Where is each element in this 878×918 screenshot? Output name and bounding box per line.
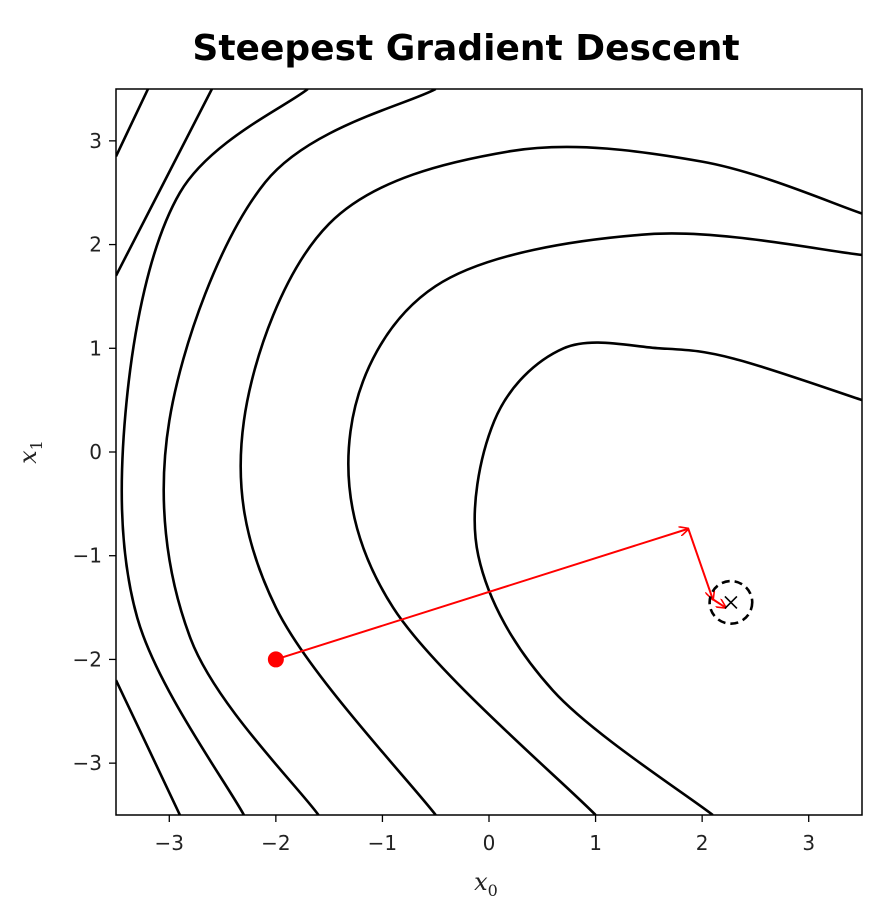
contour-line-2 xyxy=(346,232,862,815)
y-tick-label: 0 xyxy=(89,440,102,464)
chart-title: Steepest Gradient Descent xyxy=(192,28,739,69)
descent-step-arrow-3 xyxy=(712,598,726,607)
contour-line-5 xyxy=(120,89,309,815)
minimum-circle xyxy=(708,579,754,626)
x-tick-label: −1 xyxy=(368,831,397,855)
contour-line-3 xyxy=(239,145,862,815)
y-tick-label: 2 xyxy=(89,233,102,257)
descent-step-arrow-2 xyxy=(687,528,713,600)
contour-line-4 xyxy=(162,89,437,815)
y-tick-label: −2 xyxy=(73,647,102,671)
x-tick-label: 3 xyxy=(802,831,815,855)
x-tick-label: −2 xyxy=(261,831,290,855)
descent-path xyxy=(267,528,726,668)
contour-lines xyxy=(116,89,862,815)
y-axis-ticks: −3 −2 −1 0 1 2 3 xyxy=(73,129,116,775)
minimum-x-marker xyxy=(724,595,738,609)
start-point xyxy=(267,651,284,668)
descent-step-arrow-1 xyxy=(275,529,688,661)
x-axis-ticks: −3 −2 −1 0 1 2 3 xyxy=(155,815,815,855)
x-tick-label: −3 xyxy=(155,831,184,855)
contour-line-6 xyxy=(116,679,182,815)
y-tick-label: −3 xyxy=(73,751,102,775)
x-tick-label: 1 xyxy=(589,831,602,855)
minimum-marker xyxy=(708,579,754,626)
contour-line-8 xyxy=(116,89,150,157)
x-axis-label: x0 xyxy=(474,868,498,900)
contour-line-7 xyxy=(116,89,214,277)
y-tick-label: 3 xyxy=(89,129,102,153)
y-axis-label: x1 xyxy=(14,440,46,464)
x-tick-label: 0 xyxy=(483,831,496,855)
x-tick-label: 2 xyxy=(696,831,709,855)
y-tick-label: 1 xyxy=(89,336,102,360)
contour-line-1 xyxy=(473,341,862,815)
y-tick-label: −1 xyxy=(73,544,102,568)
